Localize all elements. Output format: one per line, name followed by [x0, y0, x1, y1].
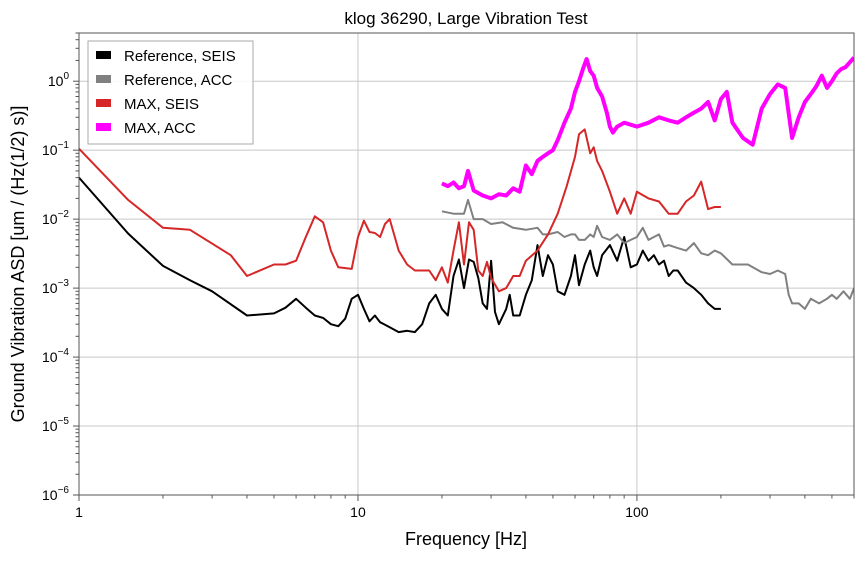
- series-line-reference-seis: [79, 176, 721, 334]
- y-tick-label: 10−1: [42, 140, 69, 158]
- series-line-max-seis: [79, 128, 721, 293]
- legend-swatch-reference-seis: [96, 51, 111, 59]
- legend-swatch-max-seis: [96, 99, 111, 107]
- y-tick-label: 100: [48, 71, 70, 89]
- legend-label-reference-acc: Reference, ACC: [124, 72, 233, 89]
- y-axis-label: Ground Vibration ASD [um / (Hz(1/2) s)]: [8, 106, 28, 423]
- y-tick-label: 10−5: [42, 416, 69, 434]
- x-tick-label: 1: [75, 504, 83, 520]
- series-line-max-acc: [441, 56, 854, 201]
- series-max-acc: [441, 56, 854, 201]
- series-line-reference-acc: [441, 198, 854, 310]
- y-tick-label: 10−4: [42, 347, 69, 365]
- y-tick-label: 10−2: [42, 209, 69, 227]
- plot-frame: [78, 32, 855, 496]
- legend: Reference, SEIS Reference, ACC MAX, SEIS…: [87, 40, 254, 145]
- minor-ticks: [75, 32, 855, 499]
- series-reference-seis: [79, 176, 721, 334]
- legend-swatch-max-acc: [96, 123, 111, 131]
- x-axis: 1 10 100: [75, 495, 649, 520]
- chart-title: klog 36290, Large Vibration Test: [344, 9, 587, 28]
- series-reference-acc: [441, 198, 854, 310]
- y-axis: 10−6 10−5 10−4 10−3 10−2 10−1 100: [42, 71, 79, 503]
- y-tick-label: 10−3: [42, 278, 69, 296]
- x-axis-label: Frequency [Hz]: [405, 529, 527, 549]
- series-max-seis: [79, 128, 721, 293]
- x-tick-label: 10: [350, 504, 366, 520]
- legend-label-max-seis: MAX, SEIS: [124, 96, 199, 113]
- y-tick-label: 10−6: [42, 485, 69, 503]
- series-layer: [79, 56, 854, 334]
- x-tick-label: 100: [625, 504, 649, 520]
- legend-swatch-reference-acc: [96, 75, 111, 83]
- legend-label-reference-seis: Reference, SEIS: [124, 48, 236, 65]
- legend-box: [87, 40, 254, 145]
- legend-label-max-acc: MAX, ACC: [124, 120, 196, 137]
